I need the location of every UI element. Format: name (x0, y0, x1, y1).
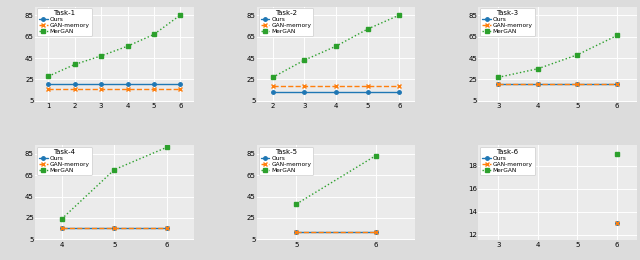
GAN-memory (292, 230, 300, 233)
GAN-memory (573, 82, 581, 85)
MerGAN (58, 217, 65, 220)
Ours (124, 82, 131, 85)
Ours (45, 82, 52, 85)
GAN-memory (71, 88, 79, 91)
MerGAN (573, 53, 581, 56)
GAN-memory (372, 230, 380, 233)
MerGAN (45, 75, 52, 78)
Ours (269, 91, 276, 94)
GAN-memory (269, 84, 276, 87)
Ours (495, 82, 502, 85)
GAN-memory (177, 88, 184, 91)
MerGAN (495, 76, 502, 79)
Legend: Ours, GAN-memory, MerGAN: Ours, GAN-memory, MerGAN (480, 8, 535, 36)
Line: GAN-memory: GAN-memory (46, 87, 182, 91)
Legend: Ours, GAN-memory, MerGAN: Ours, GAN-memory, MerGAN (259, 147, 313, 175)
GAN-memory (613, 82, 621, 85)
Ours (292, 230, 300, 233)
MerGAN (301, 58, 308, 62)
Ours (613, 82, 621, 85)
MerGAN (97, 54, 105, 57)
Line: Ours: Ours (60, 226, 169, 229)
MerGAN (124, 45, 131, 48)
GAN-memory (97, 88, 105, 91)
GAN-memory (58, 226, 65, 229)
Line: MerGAN: MerGAN (497, 34, 619, 79)
Ours (573, 82, 581, 85)
Line: Ours: Ours (294, 230, 378, 234)
MerGAN (396, 14, 403, 17)
Ours (111, 226, 118, 229)
MerGAN (332, 45, 340, 48)
MerGAN (163, 146, 171, 149)
MerGAN (364, 28, 371, 31)
Ours (163, 226, 171, 229)
MerGAN (177, 14, 184, 17)
Legend: Ours, GAN-memory, MerGAN: Ours, GAN-memory, MerGAN (37, 147, 92, 175)
MerGAN (150, 33, 158, 36)
Ours (97, 82, 105, 85)
GAN-memory (163, 226, 171, 229)
GAN-memory (534, 82, 541, 85)
MerGAN (111, 168, 118, 171)
Ours (364, 91, 371, 94)
MerGAN (613, 34, 621, 37)
MerGAN (534, 67, 541, 70)
Ours (301, 91, 308, 94)
GAN-memory (495, 82, 502, 85)
Legend: Ours, GAN-memory, MerGAN: Ours, GAN-memory, MerGAN (37, 8, 92, 36)
Ours (396, 91, 403, 94)
Ours (58, 226, 65, 229)
Ours (332, 91, 340, 94)
Ours (372, 230, 380, 233)
Legend: Ours, GAN-memory, MerGAN: Ours, GAN-memory, MerGAN (259, 8, 313, 36)
GAN-memory (364, 84, 371, 87)
Line: GAN-memory: GAN-memory (496, 82, 619, 86)
GAN-memory (124, 88, 131, 91)
Line: MerGAN: MerGAN (294, 154, 378, 206)
Line: Ours: Ours (47, 82, 182, 86)
Ours (150, 82, 158, 85)
GAN-memory (301, 84, 308, 87)
GAN-memory (150, 88, 158, 91)
Ours (71, 82, 79, 85)
Ours (177, 82, 184, 85)
GAN-memory (111, 226, 118, 229)
Line: Ours: Ours (271, 91, 401, 94)
GAN-memory (332, 84, 340, 87)
Line: MerGAN: MerGAN (271, 13, 401, 79)
MerGAN (292, 203, 300, 206)
MerGAN (269, 76, 276, 79)
MerGAN (71, 63, 79, 66)
Line: MerGAN: MerGAN (60, 145, 169, 221)
Line: GAN-memory: GAN-memory (60, 225, 169, 230)
Line: Ours: Ours (497, 82, 619, 86)
Line: GAN-memory: GAN-memory (294, 230, 378, 234)
Line: MerGAN: MerGAN (47, 13, 182, 78)
GAN-memory (396, 84, 403, 87)
Line: GAN-memory: GAN-memory (271, 84, 401, 88)
Ours (534, 82, 541, 85)
Legend: Ours, GAN-memory, MerGAN: Ours, GAN-memory, MerGAN (480, 147, 535, 175)
GAN-memory (45, 88, 52, 91)
MerGAN (372, 154, 380, 157)
